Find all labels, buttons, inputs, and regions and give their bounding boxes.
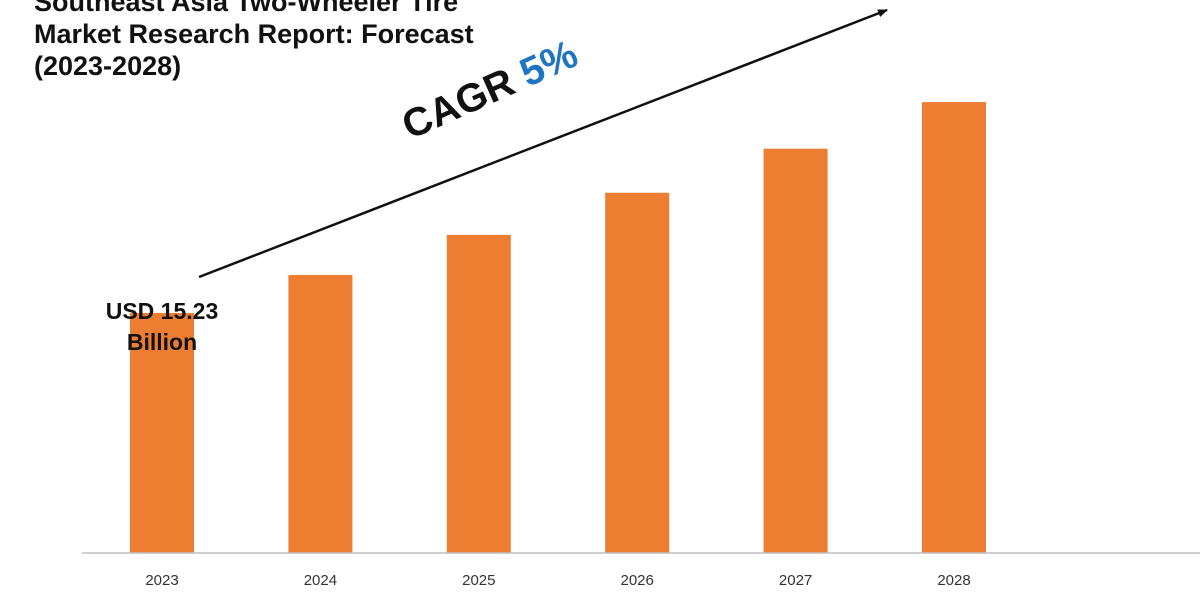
- bar-2026: [605, 192, 670, 554]
- x-tick-label-2024: 2024: [304, 572, 337, 589]
- bar-2027: [763, 148, 828, 553]
- bar-2028: [922, 102, 986, 553]
- x-tick-label-2028: 2028: [937, 572, 970, 589]
- chart-title: Southeast Asia Two-Wheeler Tire Market R…: [34, 0, 554, 82]
- bar-2024: [288, 274, 353, 553]
- start-value-amount: USD 15.23: [105, 298, 219, 324]
- start-value-label: USD 15.23 Billion: [96, 296, 228, 358]
- x-tick-label-2027: 2027: [779, 572, 812, 589]
- title-line-2: Market Research Report: Forecast: [34, 19, 474, 49]
- x-tick-label-2023: 2023: [145, 572, 178, 589]
- x-tick-label-2026: 2026: [621, 572, 654, 589]
- bars-group: [130, 102, 986, 554]
- bar-2025: [446, 234, 511, 554]
- bar-2023: [130, 313, 194, 553]
- title-line-3: (2023-2028): [34, 51, 182, 81]
- x-tick-labels: 2023 2024 2025 2026 2027 2028: [145, 572, 970, 589]
- start-value-unit: Billion: [126, 329, 198, 355]
- cagr-arrow: [198, 8, 888, 279]
- x-tick-label-2025: 2025: [462, 572, 495, 589]
- title-line-1: Southeast Asia Two-Wheeler Tire: [34, 0, 459, 17]
